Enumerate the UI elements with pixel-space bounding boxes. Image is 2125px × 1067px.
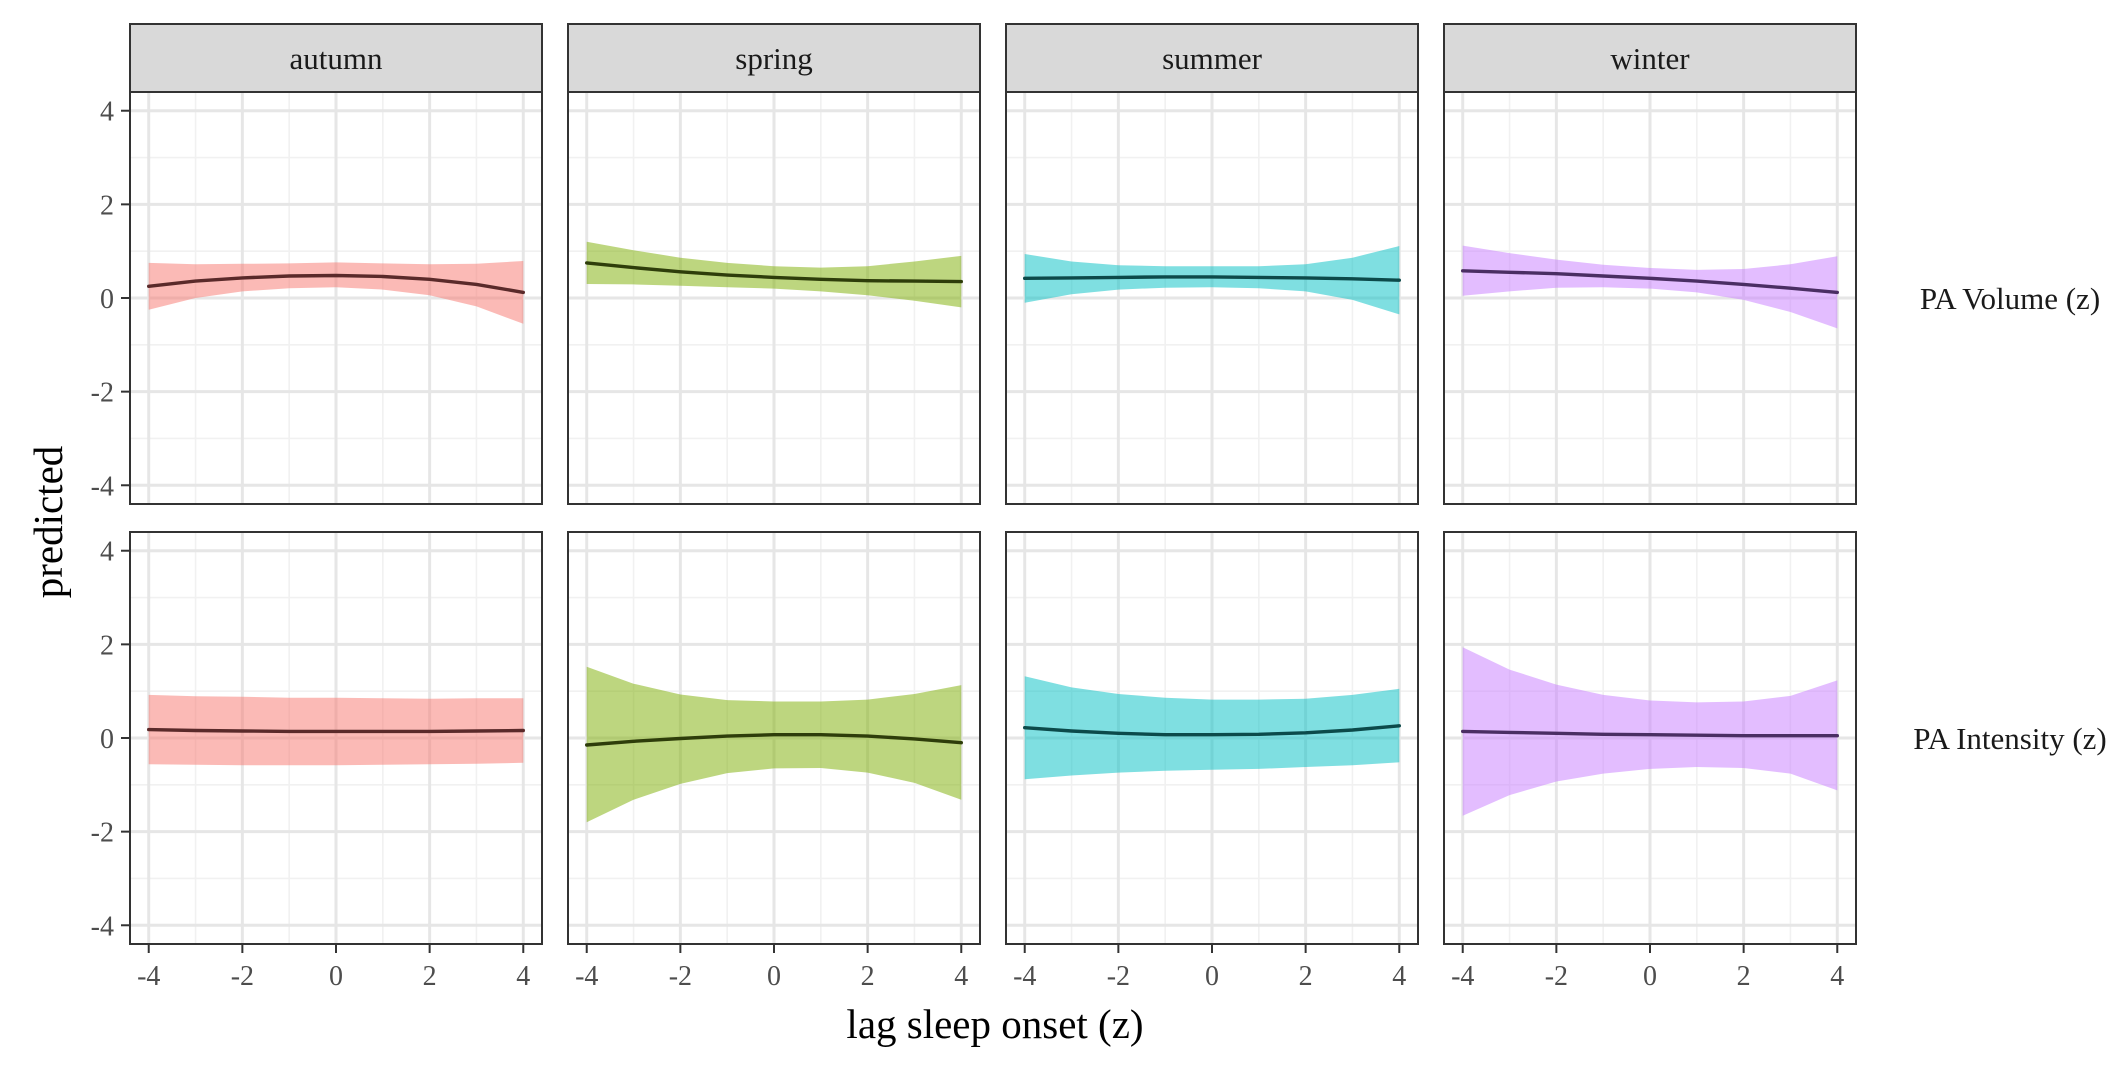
- x-tick-label: 0: [767, 961, 781, 992]
- x-tick-label: 0: [1205, 961, 1219, 992]
- x-tick-label: -2: [669, 961, 692, 992]
- x-tick-label: 4: [1830, 961, 1844, 992]
- x-tick-label: -4: [1013, 961, 1036, 992]
- y-tick-label: 2: [100, 190, 114, 221]
- x-tick-label: -4: [575, 961, 598, 992]
- panel-border-winter-volume: [1443, 91, 1857, 505]
- x-tick-label: -2: [1107, 961, 1130, 992]
- x-tick-label: -4: [1451, 961, 1474, 992]
- panel-border-summer-volume: [1005, 91, 1419, 505]
- y-tick-label: 4: [100, 97, 114, 128]
- facet-strip-winter: [1443, 23, 1857, 93]
- fit-line-summer-volume: [1023, 275, 1401, 282]
- ribbon-winter-volume: [1462, 245, 1838, 329]
- x-tick-label: 0: [329, 961, 343, 992]
- facet-strip-summer: [1005, 23, 1419, 93]
- fit-line-autumn-intensity: [147, 727, 525, 734]
- y-tick-label: 4: [100, 537, 114, 568]
- y-tick-label: -2: [91, 378, 114, 409]
- facet-strip-label-winter: winter: [1610, 41, 1690, 76]
- y-tick-label: -2: [91, 818, 114, 849]
- y-tick-label: -4: [91, 471, 114, 502]
- y-tick-label: 2: [100, 630, 114, 661]
- fit-line-spring-intensity: [585, 733, 963, 747]
- x-tick-label: 2: [1299, 961, 1313, 992]
- fit-line-winter-intensity: [1461, 729, 1839, 738]
- x-tick-label: -4: [137, 961, 160, 992]
- x-tick-label: 2: [861, 961, 875, 992]
- row-strip-label-volume: PA Volume (z): [1920, 281, 2100, 316]
- y-axis-title: predicted: [25, 446, 71, 599]
- x-tick-label: 4: [954, 961, 968, 992]
- facet-strip-spring: [567, 23, 981, 93]
- panel-border-spring-volume: [567, 91, 981, 505]
- facet-strip-label-autumn: autumn: [290, 41, 383, 76]
- facet-strip-label-summer: summer: [1162, 41, 1263, 76]
- ribbon-summer-volume: [1024, 246, 1400, 315]
- ribbon-summer-intensity: [1024, 676, 1400, 780]
- x-tick-label: -2: [1545, 961, 1568, 992]
- ribbon-winter-intensity: [1462, 647, 1838, 816]
- x-tick-label: 2: [423, 961, 437, 992]
- fit-line-winter-volume: [1461, 269, 1839, 295]
- fit-line-autumn-volume: [147, 273, 525, 295]
- y-tick-label: -4: [91, 911, 114, 942]
- y-tick-label: 0: [100, 284, 114, 315]
- facet-strip-label-spring: spring: [735, 41, 813, 76]
- x-tick-label: 2: [1737, 961, 1751, 992]
- x-tick-label: -2: [231, 961, 254, 992]
- y-tick-label: 0: [100, 724, 114, 755]
- fit-line-spring-volume: [585, 261, 963, 284]
- x-axis-title: lag sleep onset (z): [846, 1001, 1143, 1047]
- fit-line-summer-intensity: [1023, 724, 1401, 737]
- facet-strip-autumn: [129, 23, 543, 93]
- ribbon-spring-intensity: [586, 666, 962, 823]
- row-strip-label-intensity: PA Intensity (z): [1913, 721, 2106, 756]
- ribbon-spring-volume: [586, 241, 962, 308]
- x-tick-label: 0: [1643, 961, 1657, 992]
- x-tick-label: 4: [516, 961, 530, 992]
- x-tick-label: 4: [1392, 961, 1406, 992]
